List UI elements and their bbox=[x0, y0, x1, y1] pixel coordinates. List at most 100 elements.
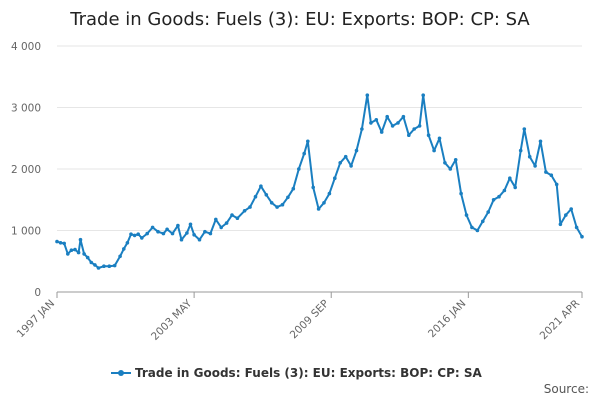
series-line bbox=[56, 94, 583, 269]
chart-title: Trade in Goods: Fuels (3): EU: Exports: … bbox=[70, 9, 530, 30]
data-point bbox=[390, 124, 395, 128]
data-point bbox=[453, 158, 458, 162]
legend-marker bbox=[118, 370, 124, 376]
data-point bbox=[316, 207, 321, 211]
y-tick-label: 0 bbox=[34, 287, 41, 299]
data-point bbox=[486, 210, 491, 214]
data-point bbox=[417, 124, 422, 128]
data-point bbox=[85, 255, 90, 260]
data-point bbox=[132, 233, 137, 238]
data-point bbox=[242, 209, 247, 213]
data-point bbox=[76, 250, 81, 255]
data-point bbox=[156, 229, 160, 234]
data-point bbox=[322, 201, 326, 205]
x-tick-label: 2003 MAY bbox=[149, 297, 195, 343]
data-point bbox=[412, 127, 417, 131]
data-point bbox=[150, 225, 155, 230]
legend[interactable]: Trade in Goods: Fuels (3): EU: Exports: … bbox=[111, 366, 482, 380]
data-point bbox=[564, 213, 568, 217]
data-point bbox=[365, 93, 370, 97]
data-point bbox=[558, 222, 563, 227]
data-point bbox=[96, 266, 101, 270]
data-point bbox=[161, 231, 166, 236]
data-point bbox=[253, 194, 258, 199]
y-tick-label: 2 000 bbox=[11, 164, 41, 176]
data-point bbox=[176, 223, 180, 228]
data-point bbox=[421, 93, 426, 97]
data-point bbox=[374, 118, 379, 122]
axis-layer: 0 1 000 2 000 3 000 4 000 1997 JAN 2003 MAY 200… bbox=[11, 41, 583, 343]
data-point bbox=[513, 185, 517, 190]
data-point bbox=[481, 219, 485, 224]
data-point bbox=[369, 121, 373, 125]
data-point bbox=[333, 176, 337, 180]
data-point bbox=[354, 148, 359, 153]
data-point bbox=[89, 260, 94, 265]
data-point bbox=[102, 264, 106, 269]
legend-label: Trade in Goods: Fuels (3): EU: Exports: … bbox=[135, 366, 482, 380]
y-tick-label: 3 000 bbox=[11, 103, 41, 115]
data-point bbox=[306, 139, 310, 144]
data-point bbox=[569, 207, 573, 211]
data-point bbox=[407, 133, 411, 137]
data-point bbox=[527, 154, 532, 159]
data-point bbox=[302, 151, 307, 156]
data-point bbox=[280, 202, 285, 207]
data-point bbox=[66, 252, 70, 256]
data-point bbox=[544, 170, 548, 174]
y-tick-label: 4 000 bbox=[11, 41, 41, 53]
data-point bbox=[58, 241, 63, 245]
data-point bbox=[219, 225, 223, 230]
x-tick-label: 2021 APR bbox=[538, 298, 582, 342]
data-point bbox=[401, 114, 406, 119]
source-label: Source: bbox=[543, 382, 589, 396]
data-point bbox=[235, 216, 240, 220]
grid-layer bbox=[57, 45, 582, 231]
data-point bbox=[432, 148, 436, 153]
data-point bbox=[208, 231, 213, 236]
data-point bbox=[62, 241, 66, 246]
data-point bbox=[554, 182, 559, 187]
data-point bbox=[145, 231, 149, 236]
data-point bbox=[497, 194, 501, 199]
data-point bbox=[192, 233, 196, 237]
data-point bbox=[502, 188, 507, 193]
x-tick-label: 2016 JAN bbox=[426, 298, 468, 340]
data-point bbox=[491, 198, 496, 202]
data-point bbox=[396, 121, 400, 125]
data-point bbox=[297, 167, 301, 171]
data-point bbox=[533, 164, 537, 168]
data-point bbox=[349, 164, 353, 168]
data-point bbox=[136, 232, 140, 236]
data-point bbox=[470, 225, 474, 230]
data-point bbox=[574, 225, 579, 230]
data-point bbox=[360, 127, 364, 131]
data-point bbox=[518, 148, 523, 153]
data-point bbox=[311, 185, 316, 190]
data-point bbox=[125, 241, 130, 245]
data-point bbox=[78, 237, 83, 242]
series-layer bbox=[55, 93, 584, 270]
data-point bbox=[140, 236, 144, 240]
data-point bbox=[93, 263, 97, 267]
data-point bbox=[269, 201, 274, 205]
data-point bbox=[448, 167, 453, 171]
data-point bbox=[122, 247, 126, 251]
x-tick-label: 1997 JAN bbox=[15, 298, 57, 340]
data-point bbox=[230, 213, 234, 217]
data-point bbox=[443, 161, 447, 165]
data-point bbox=[129, 232, 133, 236]
data-point bbox=[69, 248, 74, 252]
data-point bbox=[185, 231, 189, 235]
data-point bbox=[580, 234, 584, 239]
data-point bbox=[464, 213, 469, 217]
data-point bbox=[286, 195, 290, 200]
data-point bbox=[259, 184, 263, 188]
data-point bbox=[459, 191, 463, 196]
data-point bbox=[170, 231, 175, 236]
data-point bbox=[55, 239, 59, 244]
data-point bbox=[508, 176, 512, 180]
data-point bbox=[538, 139, 543, 144]
data-point bbox=[327, 191, 332, 196]
